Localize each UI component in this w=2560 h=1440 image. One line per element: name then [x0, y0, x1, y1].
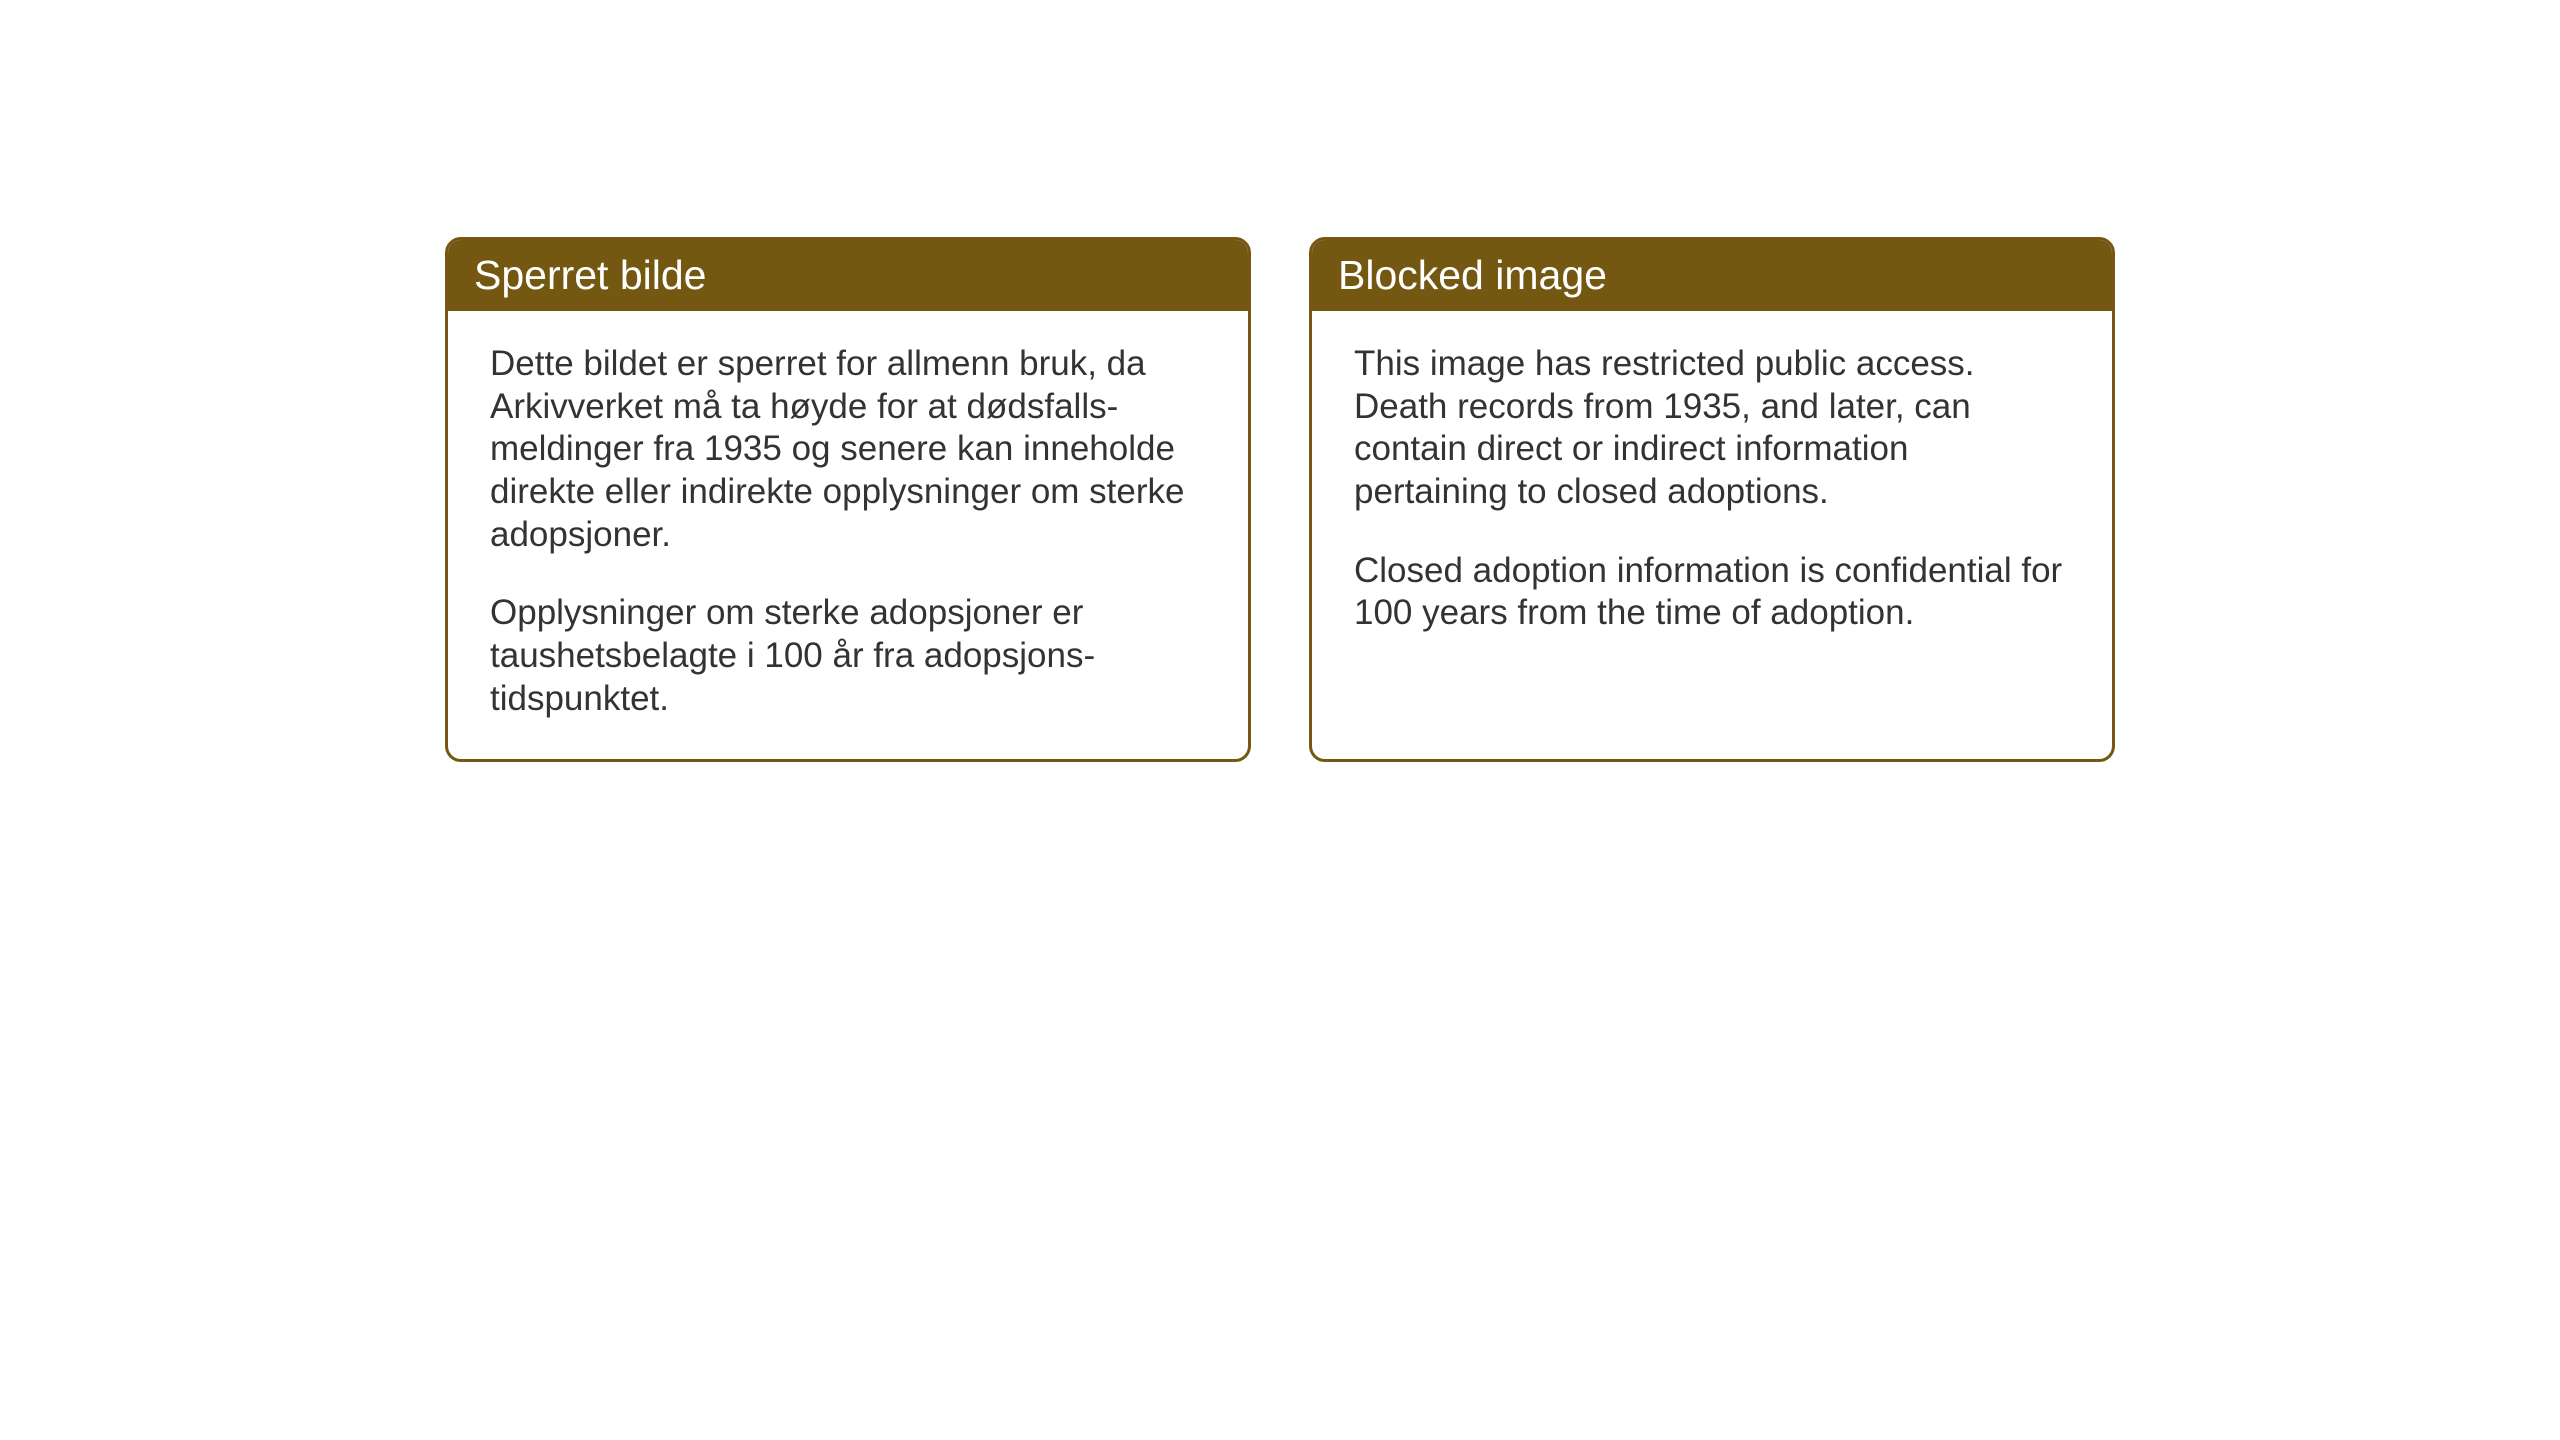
- card-paragraph-english-1: This image has restricted public access.…: [1354, 343, 2070, 514]
- notice-card-english: Blocked image This image has restricted …: [1309, 237, 2115, 762]
- card-title-english: Blocked image: [1338, 252, 1607, 298]
- card-body-english: This image has restricted public access.…: [1312, 311, 2112, 673]
- card-paragraph-norwegian-1: Dette bildet er sperret for allmenn bruk…: [490, 343, 1206, 556]
- notice-card-norwegian: Sperret bilde Dette bildet er sperret fo…: [445, 237, 1251, 762]
- card-paragraph-norwegian-2: Opplysninger om sterke adopsjoner er tau…: [490, 592, 1206, 720]
- card-paragraph-english-2: Closed adoption information is confident…: [1354, 550, 2070, 635]
- card-title-norwegian: Sperret bilde: [474, 252, 706, 298]
- card-body-norwegian: Dette bildet er sperret for allmenn bruk…: [448, 311, 1248, 759]
- card-header-english: Blocked image: [1312, 240, 2112, 311]
- notice-container: Sperret bilde Dette bildet er sperret fo…: [445, 237, 2115, 762]
- card-header-norwegian: Sperret bilde: [448, 240, 1248, 311]
